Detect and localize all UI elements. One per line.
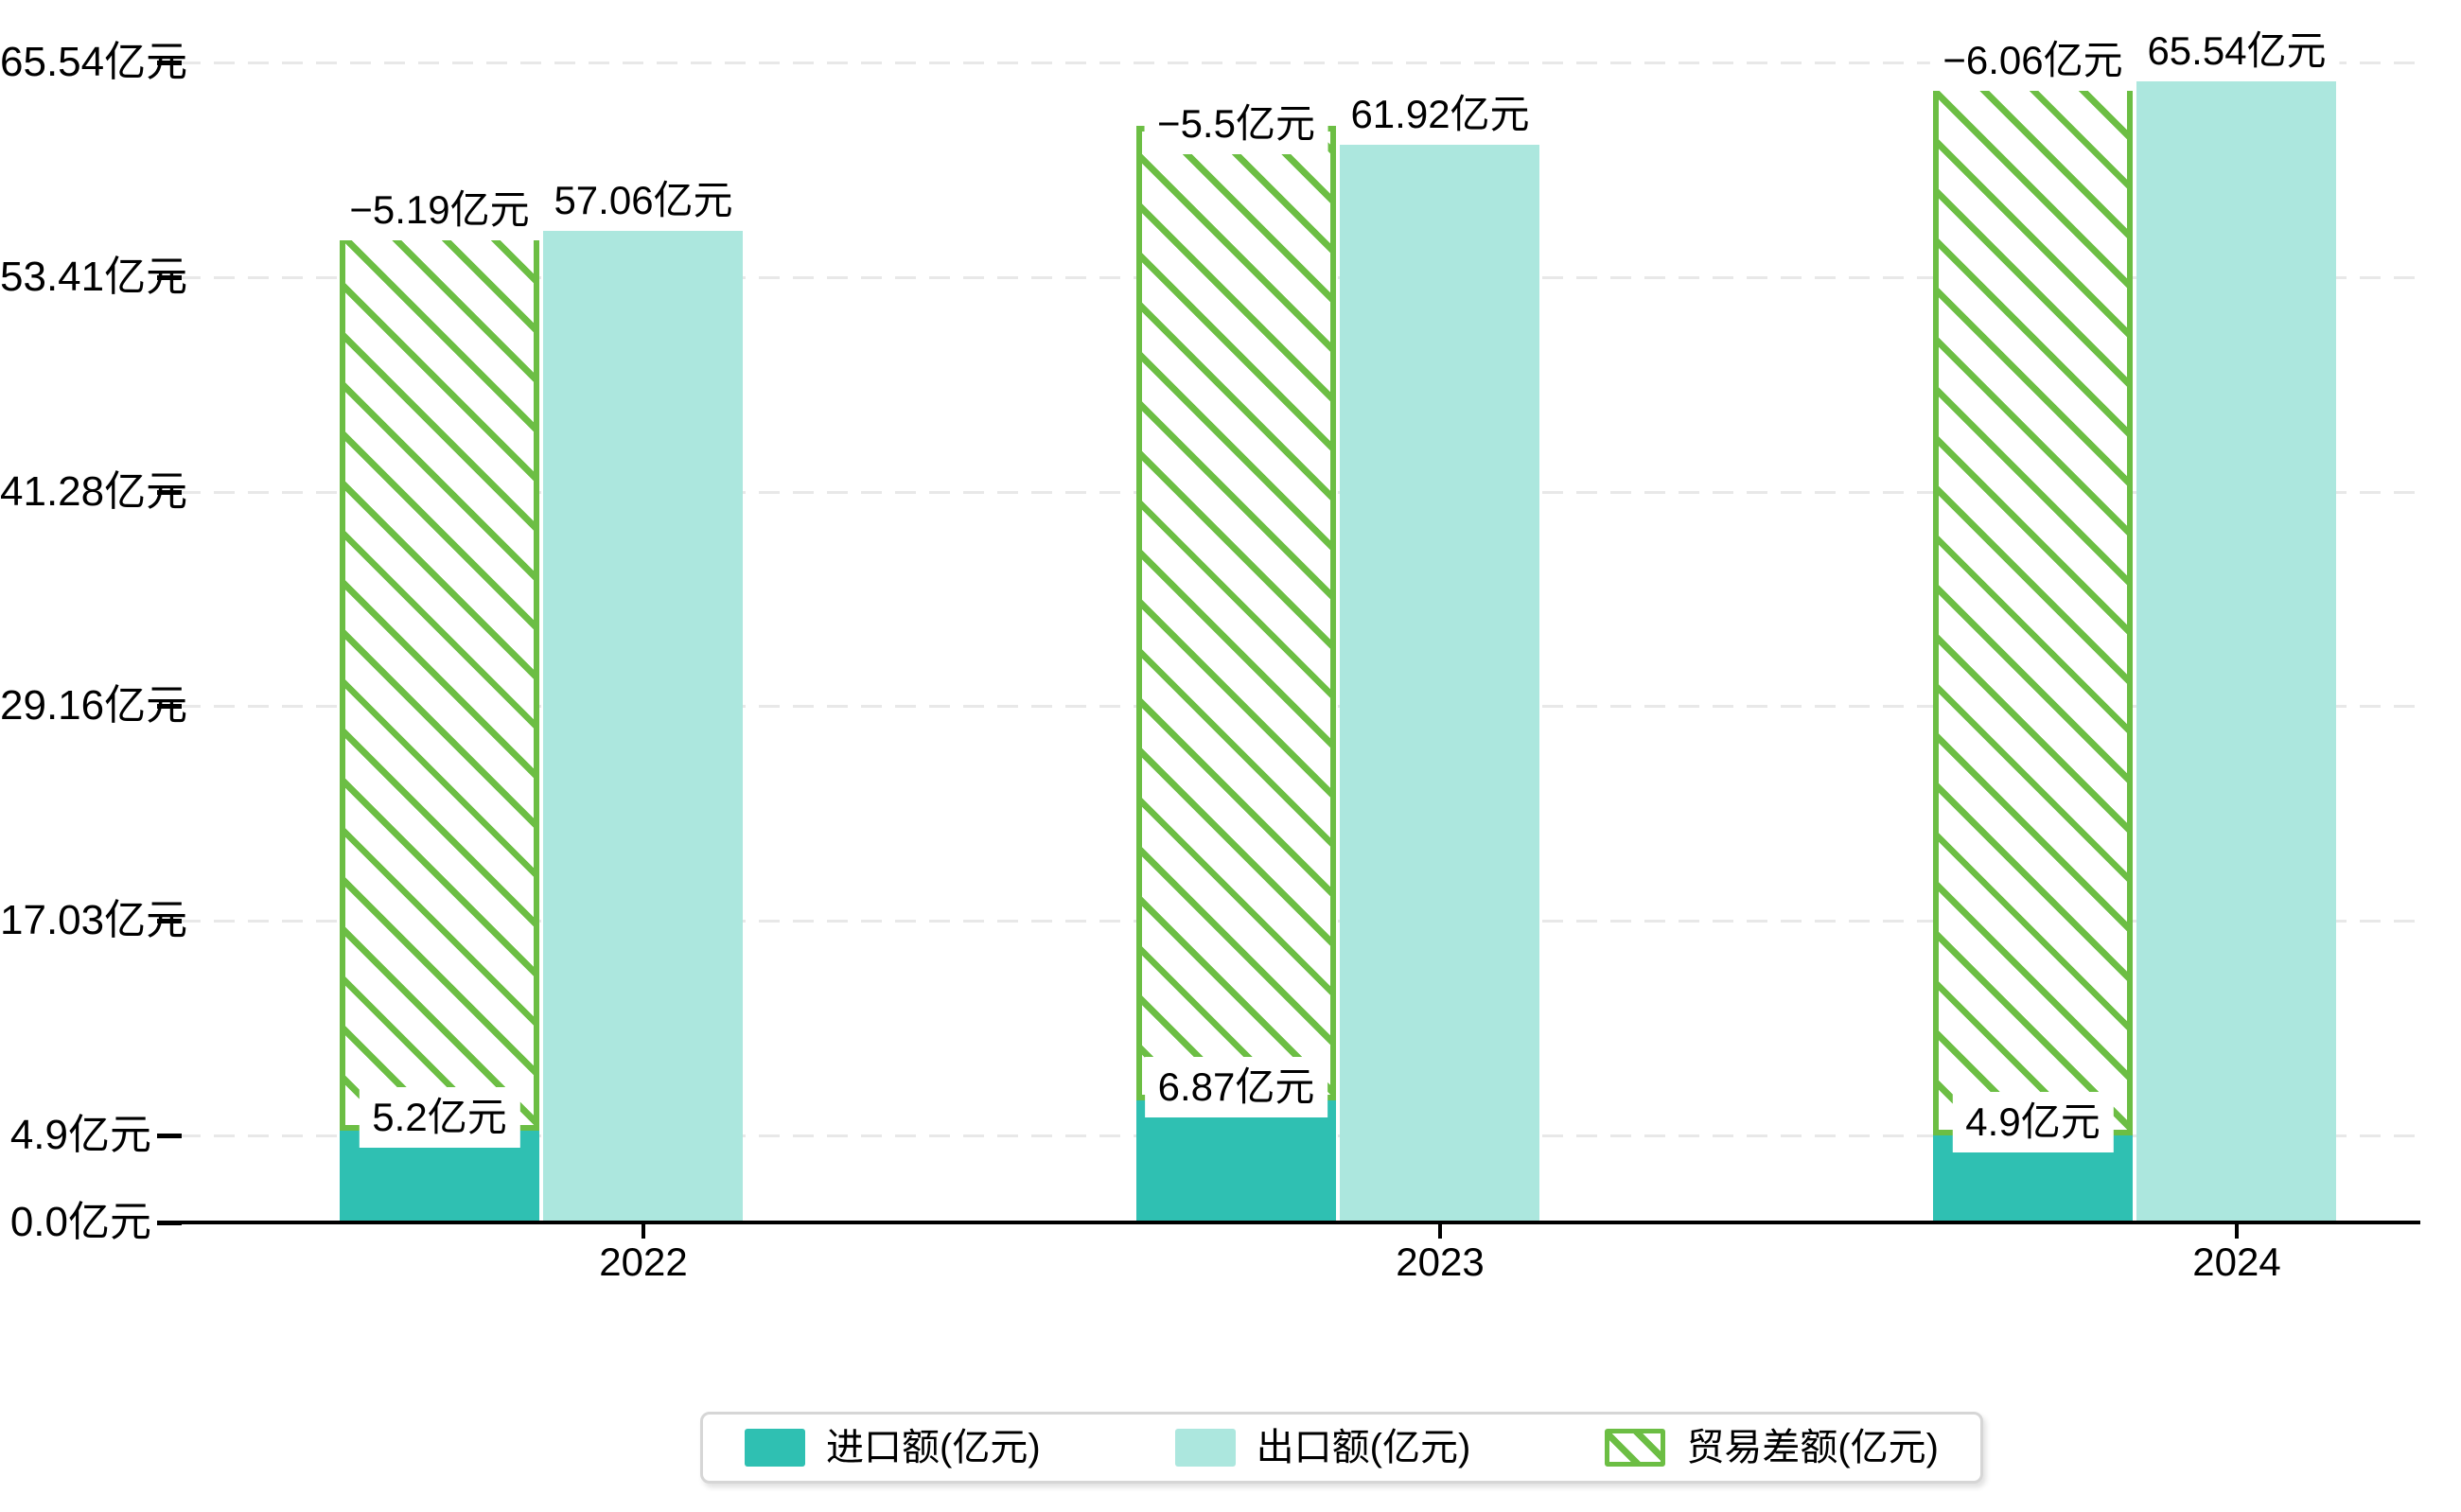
y-axis-tick-mark [157,60,182,65]
trade-balance-hatch-swatch-icon [1605,1429,1666,1467]
data-label-export-2023: 61.92亿元 [1337,84,1543,146]
bar-import-2023 [1136,1100,1336,1222]
data-label-import-2022: 5.2亿元 [359,1086,520,1148]
y-axis-tick-label: 41.28亿元 [0,467,188,515]
bar-trade-balance-2022 [340,212,539,1131]
data-label-trade-balance-2023: −5.5亿元 [1144,94,1328,155]
data-label-export-2024: 65.54亿元 [2134,20,2340,81]
y-axis-tick-label: 4.9亿元 [9,1112,151,1159]
y-gridline [180,61,2420,64]
export-color-swatch-icon [1174,1429,1236,1467]
data-label-import-2024: 4.9亿元 [1952,1092,2114,1153]
legend-item-trade-balance[interactable]: 贸易差额(亿元) [1605,1426,1939,1469]
x-axis-line [180,1221,2420,1224]
y-axis-tick-mark [157,704,182,710]
data-label-export-2022: 57.06亿元 [540,170,747,232]
y-axis-tick-label: 0.0亿元 [9,1199,151,1245]
bar-export-2024 [2136,62,2336,1222]
chart-legend: 进口额(亿元) 出口额(亿元) 贸易差额(亿元) [700,1412,1983,1484]
data-label-trade-balance-2024: −6.06亿元 [1929,29,2136,91]
x-axis-tick-mark [2235,1222,2239,1239]
x-axis-tick-label-2022: 2022 [599,1239,688,1284]
x-axis-tick-mark [642,1222,645,1239]
x-axis-tick-mark [1438,1222,1442,1239]
legend-label-import: 进口额(亿元) [826,1427,1041,1468]
x-axis-tick-label-2023: 2023 [1396,1239,1485,1284]
y-axis-tick-mark [157,1134,182,1139]
legend-label-export: 出口额(亿元) [1256,1427,1471,1468]
data-label-import-2023: 6.87亿元 [1144,1057,1328,1118]
y-axis-tick-label: 65.54亿元 [0,38,188,85]
bar-export-2022 [543,212,743,1222]
bar-export-2023 [1340,126,1539,1222]
y-axis-tick-mark [157,489,182,495]
legend-label-trade-balance: 贸易差额(亿元) [1686,1427,1939,1468]
y-axis-tick-label: 53.41亿元 [0,253,188,300]
legend-item-import[interactable]: 进口额(亿元) [745,1426,1041,1469]
legend-item-export[interactable]: 出口额(亿元) [1174,1426,1471,1469]
import-color-swatch-icon [745,1429,805,1467]
y-axis-tick-label: 17.03亿元 [0,897,188,944]
y-axis-tick-mark [157,1221,182,1225]
y-axis-tick-label: 29.16亿元 [0,682,188,730]
data-label-trade-balance-2022: −5.19亿元 [336,180,543,241]
y-axis-tick-mark [157,919,182,924]
x-axis-tick-label-2024: 2024 [2192,1239,2281,1284]
bar-trade-balance-2023 [1136,126,1336,1101]
bar-trade-balance-2024 [1933,62,2133,1136]
y-axis-tick-mark [157,274,182,280]
